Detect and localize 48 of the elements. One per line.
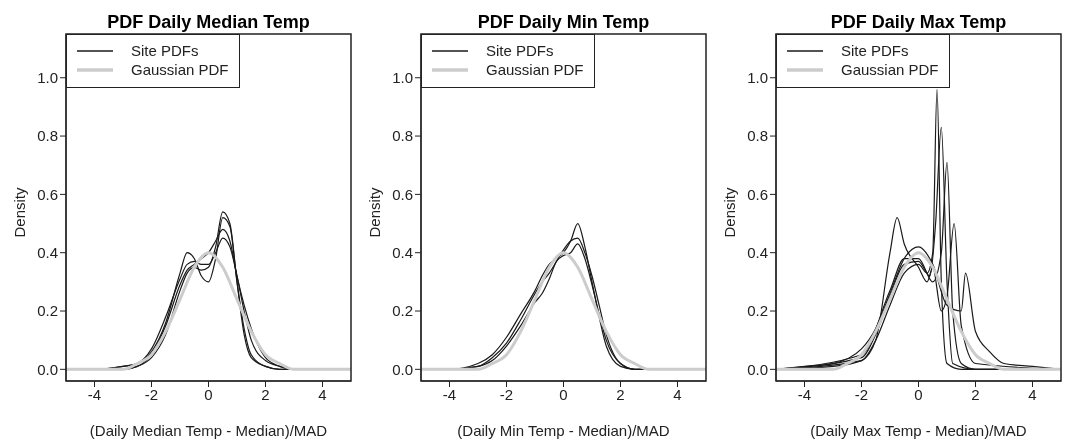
y-tick-label: 0.0 — [747, 360, 768, 378]
y-tick-label: 0.4 — [747, 244, 768, 262]
legend-label: Site PDFs — [486, 42, 554, 59]
x-axis-title: (Daily Min Temp - Median)/MAD — [457, 422, 670, 439]
x-tick-label: 2 — [971, 385, 980, 403]
x-tick-label: 2 — [261, 385, 270, 403]
x-tick-label: -4 — [442, 385, 457, 403]
y-axis-title: Density — [366, 186, 384, 238]
y-tick-label: 0.0 — [392, 360, 413, 378]
legend-label: Gaussian PDF — [486, 61, 584, 78]
x-tick-label: -2 — [144, 385, 159, 403]
x-tick-label: 4 — [318, 385, 327, 403]
y-tick-label: 0.4 — [37, 244, 58, 262]
x-tick-label: 2 — [616, 385, 625, 403]
x-tick-label: -4 — [87, 385, 102, 403]
x-tick-label: -2 — [854, 385, 869, 403]
y-tick-label: 1.0 — [37, 69, 58, 87]
y-axis-title: Density — [721, 186, 739, 238]
y-tick-label: 0.6 — [392, 185, 413, 203]
y-tick-label: 0.2 — [37, 302, 58, 320]
y-tick-label: 0.8 — [392, 127, 413, 145]
x-axis-title: (Daily Max Temp - Median)/MAD — [810, 422, 1027, 439]
y-axis-title: Density — [11, 186, 29, 238]
x-tick-label: -4 — [797, 385, 812, 403]
x-tick-label: 4 — [1028, 385, 1037, 403]
x-tick-label: 4 — [673, 385, 682, 403]
y-tick-label: 0.6 — [747, 185, 768, 203]
legend-label: Site PDFs — [131, 42, 199, 59]
y-tick-label: 1.0 — [747, 69, 768, 87]
chart-title: PDF Daily Min Temp — [476, 12, 651, 32]
x-tick-label: 0 — [204, 385, 213, 403]
y-tick-label: 0.8 — [37, 127, 58, 145]
y-tick-label: 0.4 — [392, 244, 413, 262]
y-tick-label: 0.2 — [747, 302, 768, 320]
chart-title: PDF Daily Median Temp — [106, 12, 311, 32]
y-tick-label: 0.8 — [747, 127, 768, 145]
x-tick-label: 0 — [914, 385, 923, 403]
x-tick-label: -2 — [499, 385, 514, 403]
y-tick-label: 0.0 — [37, 360, 58, 378]
x-tick-label: 0 — [559, 385, 568, 403]
chart-title: PDF Daily Max Temp — [829, 12, 1008, 32]
y-tick-label: 1.0 — [392, 69, 413, 87]
legend-label: Site PDFs — [841, 42, 909, 59]
legend-label: Gaussian PDF — [131, 61, 229, 78]
x-axis-title: (Daily Median Temp - Median)/MAD — [89, 422, 328, 439]
y-tick-label: 0.6 — [37, 185, 58, 203]
legend-label: Gaussian PDF — [841, 61, 939, 78]
y-tick-label: 0.2 — [392, 302, 413, 320]
